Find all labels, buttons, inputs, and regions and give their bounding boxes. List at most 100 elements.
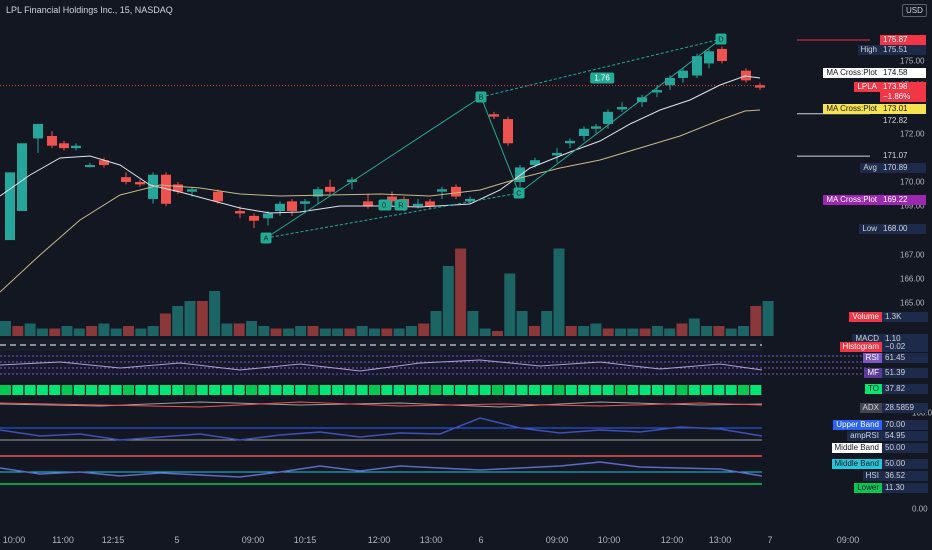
volume-bar xyxy=(123,326,134,336)
indicator-tick-label: 0.00 xyxy=(912,504,928,514)
to-histogram-bar xyxy=(651,385,663,395)
candle-body xyxy=(437,189,447,192)
indicator-tag-label: ampRSI xyxy=(847,431,882,441)
time-axis-label: 09:00 xyxy=(545,535,569,545)
candle-body xyxy=(603,111,613,124)
indicator-tag-value: 50.00 xyxy=(882,459,928,469)
indicator-tag: Lower 11.30 xyxy=(854,483,928,493)
volume-bar xyxy=(369,328,380,336)
candle-body xyxy=(325,186,335,192)
volume-bar xyxy=(442,266,454,336)
time-axis-label: 12:00 xyxy=(660,535,684,545)
candle-body xyxy=(235,211,245,214)
candle-body xyxy=(579,128,589,137)
price-tag-value: 173.01 xyxy=(880,104,926,114)
volume-bar xyxy=(750,306,762,336)
candle-body xyxy=(187,189,197,192)
volume-bar xyxy=(0,321,11,336)
indicator-tag: MF 51.39 xyxy=(864,368,928,378)
candle-body xyxy=(489,114,499,117)
pattern-ratio-mark[interactable]: R xyxy=(394,199,408,211)
pattern-point-d[interactable]: D xyxy=(715,33,727,45)
volume-bar xyxy=(344,328,356,336)
to-histogram-bar xyxy=(725,385,737,395)
time-axis-label: 12:15 xyxy=(101,535,125,545)
time-axis-label: 13:00 xyxy=(708,535,732,545)
volume-bar xyxy=(713,326,725,336)
time-axis-label: 10:15 xyxy=(293,535,317,545)
candle-body xyxy=(465,198,475,202)
to-histogram-bar xyxy=(750,385,762,395)
to-histogram-bar xyxy=(467,385,479,395)
volume-bar xyxy=(86,326,98,336)
price-tag-avg: Avg 170.89 xyxy=(860,163,926,173)
to-histogram-bar xyxy=(578,385,590,395)
indicator-tag-label: MACD xyxy=(852,334,882,344)
rsi-line xyxy=(0,359,763,372)
to-histogram-bar xyxy=(418,385,430,395)
candle-body xyxy=(741,70,751,81)
time-axis-label: 7 xyxy=(767,535,773,545)
to-histogram-bar xyxy=(209,385,221,395)
to-histogram-bar xyxy=(516,385,528,395)
indicator-tag-label: Middle Band xyxy=(831,459,882,469)
candle-body xyxy=(71,145,81,149)
volume-bar xyxy=(405,326,417,336)
volume-bar xyxy=(553,248,565,336)
indicator-tag-label: Upper Band xyxy=(833,420,882,430)
volume-bar xyxy=(36,328,48,336)
volume-bar xyxy=(61,326,73,336)
volume-bar xyxy=(24,323,36,336)
indicator-tag-label: RSI xyxy=(862,353,882,363)
pattern-line xyxy=(265,38,722,239)
volume-bar xyxy=(639,328,651,336)
time-axis-label: 13:00 xyxy=(419,535,443,545)
to-histogram-bar xyxy=(282,385,294,395)
adx-di-line xyxy=(0,401,763,408)
volume-bar xyxy=(578,326,590,336)
pattern-ratio-mark[interactable]: 0. xyxy=(378,199,392,211)
price-tick-label: 166.00 xyxy=(900,274,925,284)
indicator-tag: Middle Band 50.00 xyxy=(831,459,928,469)
price-tick-label: 170.00 xyxy=(900,177,925,187)
volume-bar xyxy=(504,273,516,336)
indicator-tag: TO 37.82 xyxy=(865,384,928,394)
indicator-tag-value: 51.39 xyxy=(882,368,928,378)
indicator-tag-label: Histogram xyxy=(839,342,882,352)
currency-button[interactable]: USD xyxy=(902,4,927,17)
volume-bar xyxy=(209,291,221,336)
volume-bar xyxy=(295,326,307,336)
candle-body xyxy=(755,85,765,88)
candle-body xyxy=(313,189,323,197)
indicator-tag-value: 70.00 xyxy=(882,420,928,430)
volume-bar xyxy=(381,328,393,336)
volume-bar xyxy=(184,301,196,336)
candle-body xyxy=(591,126,601,129)
time-axis-label: 09:00 xyxy=(836,535,860,545)
price-tag-label: MA Cross:Plot xyxy=(823,195,880,205)
time-axis-label: 5 xyxy=(174,535,180,545)
volume-bar xyxy=(49,328,61,336)
price-tag-lpla: LPLA 173.98 xyxy=(854,82,926,92)
volume-bar xyxy=(307,326,319,336)
pattern-point-b[interactable]: B xyxy=(475,91,487,103)
pattern-point-a[interactable]: A xyxy=(260,232,272,244)
to-histogram-bar xyxy=(602,385,614,395)
candle-body xyxy=(652,90,662,93)
to-histogram-bar xyxy=(541,385,553,395)
price-tag-level-1: 172.82 xyxy=(880,116,926,126)
pattern-point-c[interactable]: C xyxy=(513,187,525,199)
volume-bar xyxy=(98,323,110,336)
volume-bar xyxy=(615,328,626,336)
pattern-ratio-label[interactable]: 1.76 xyxy=(590,72,614,84)
to-histogram-bar xyxy=(159,385,171,395)
volume-bar xyxy=(196,301,208,336)
volume-bar xyxy=(246,321,257,336)
candle-body xyxy=(665,77,675,86)
candle-body xyxy=(347,179,357,182)
symbol-title: LPL Financial Holdings Inc., 15, NASDAQ xyxy=(6,5,173,15)
to-histogram-bar xyxy=(184,385,196,395)
price-tag-value: 169.22 xyxy=(880,195,926,205)
volume-bar xyxy=(110,328,122,336)
